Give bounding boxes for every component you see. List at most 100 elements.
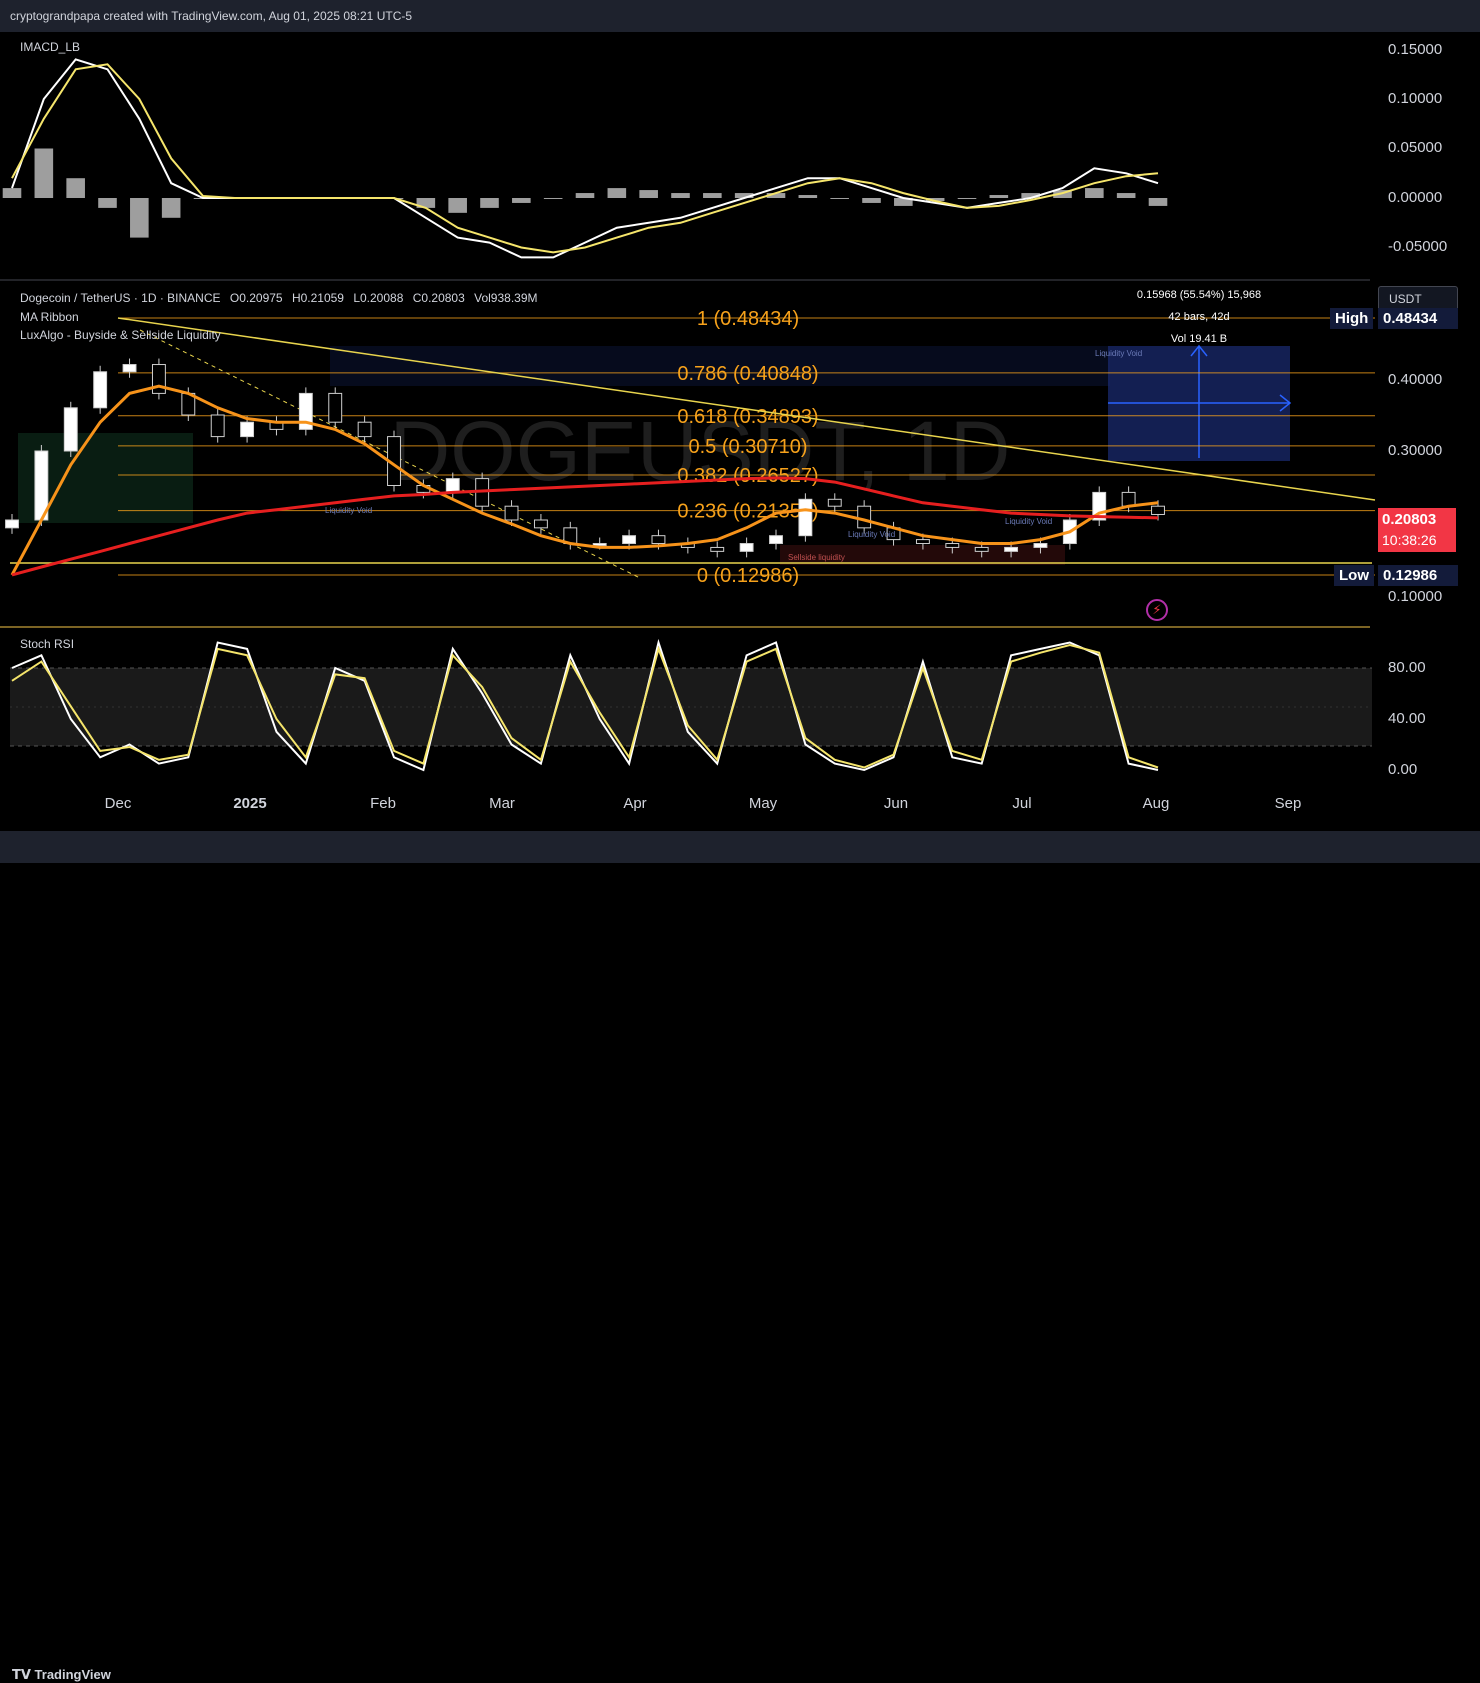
candle-body [857,505,872,529]
currency-button[interactable]: USDT [1378,286,1458,312]
candle-body [1121,491,1136,507]
candle-body [915,539,930,545]
candle-body [93,371,108,409]
symbol-watermark: DOGEUSDT, 1D [390,404,1011,498]
imacd-label[interactable]: IMACD_LB [20,40,81,54]
tradingview-logo[interactable]: 𝗧𝗩 TradingView [12,1667,111,1683]
histogram-bar [639,190,658,198]
macd-lines [11,58,1159,259]
luxalgo-label[interactable]: LuxAlgo - Buyside & Sellside Liquidity [20,328,221,342]
price-axis-tick: 0.40000 [1388,371,1443,388]
measure-bars: 42 bars, 42d [1168,311,1229,323]
time-tick-label: 2025 [233,795,266,812]
liquidity-label-2: Liquidity Void [325,506,372,515]
sellside-label: Sellside liquidity [788,553,845,562]
stoch-rsi-lines [11,638,1159,772]
candle-body [651,535,666,545]
macd-axis-tick: 0.15000 [1388,41,1443,58]
histogram-bar [1116,193,1136,198]
histogram-bar [862,198,881,203]
histogram-bar [830,198,849,199]
ma-ribbon-label[interactable]: MA Ribbon [20,310,79,324]
ohlc-high: H0.21059 [291,291,344,305]
candle-body [798,498,813,537]
histogram-bar [734,193,754,198]
time-tick-label: Sep [1275,795,1302,812]
candle-body [710,546,725,552]
candle-body [739,543,754,552]
candle-body [974,546,989,552]
price-axis-tick: 0.30000 [1388,442,1443,459]
ohlc-volume: Vol938.39M [474,291,538,305]
histogram-bar [671,193,690,198]
histogram-bar [161,198,181,218]
footer-bar: 𝗧𝗩 TradingView [0,831,1480,1682]
ohlc-low: L0.20088 [353,291,404,305]
histogram-bar [957,198,977,199]
fib-level-label: 1 (0.48434) [697,308,799,330]
descending-trendline [117,317,1376,501]
watermark-header: cryptograndpapa created with TradingView… [0,0,1480,32]
created-with-text: cryptograndpapa created with TradingView… [10,9,413,23]
histogram-bar [607,188,627,198]
histogram-bar [798,195,818,198]
liquidity-label-3: Liquidity Void [848,530,895,539]
time-tick-label: Feb [370,795,396,812]
histogram-bar [989,195,1009,198]
chart-area[interactable]: DOGEUSDT, 1D 1 (0.48434) 0.786 (0.40848) 0… [0,32,1480,831]
candle-body [151,364,166,394]
candle-body [827,498,842,507]
alert-icon[interactable]: ⚡ [1146,599,1168,621]
histogram-bar [925,198,945,201]
histogram-bar [130,198,149,238]
histogram-bar [480,198,499,208]
stoch-rsi-label[interactable]: Stoch RSI [20,637,75,651]
candle-body [504,505,519,521]
histogram-bar [894,198,913,206]
ma-slow-line [11,476,1159,577]
measure-arrow-right [1279,394,1292,412]
ma-fast-line [10,384,1159,576]
time-tick-label: Aug [1143,795,1170,812]
histogram-bar [98,198,117,208]
candle-body [769,535,783,545]
histogram-bar [766,193,786,198]
stoch-d-line [11,643,1159,769]
candle-body [592,543,607,547]
histogram-bar [448,198,467,213]
ma-ribbon-lines [10,384,1159,577]
fib-level-label: 0.5 (0.30710) [689,436,808,458]
countdown: 10:38:26 [1382,532,1437,548]
fib-level-label: 0 (0.12986) [697,565,799,587]
tv-brand: TradingView [34,1667,111,1682]
macd-axis-tick: 0.00000 [1388,189,1443,206]
time-tick-label: Jun [884,795,908,812]
histogram-bar [1085,188,1104,198]
symbol-title[interactable]: Dogecoin / TetherUS · 1D · BINANCE O0.20… [20,291,538,305]
histogram-bar [575,193,595,198]
candle-body [5,519,19,529]
stoch-axis-tick: 40.00 [1388,710,1426,727]
histogram-bar [512,198,531,203]
histogram-bar [1021,193,1040,198]
measure-volume: Vol 19.41 B [1171,333,1227,345]
time-tick-label: May [749,795,778,812]
candle-body [122,364,137,373]
stoch-axis-tick: 80.00 [1388,659,1426,676]
fib-level-label: 0.786 (0.40848) [677,363,818,385]
liquidity-void-top [330,346,1110,386]
high-badge-value: 0.48434 [1378,308,1458,329]
fib-level-label: 0.236 (0.21352) [677,501,818,523]
candle-body [1033,543,1048,548]
time-axis: Dec 2025 Feb Mar Apr May Jun Jul Aug Sep [105,795,1302,812]
low-badge-value: 0.12986 [1378,565,1458,586]
candle-body [357,421,372,438]
histogram-bar [416,198,436,208]
measure-change: 0.15968 (55.54%) 15,968 [1137,289,1261,301]
liquidity-label-4: Liquidity Void [1005,517,1052,526]
candle-body [445,478,460,493]
histogram-bar [34,148,54,198]
tv-logo-icon: 𝗧𝗩 [12,1667,35,1682]
signal-line [11,63,1159,254]
histogram-bar [2,188,22,198]
